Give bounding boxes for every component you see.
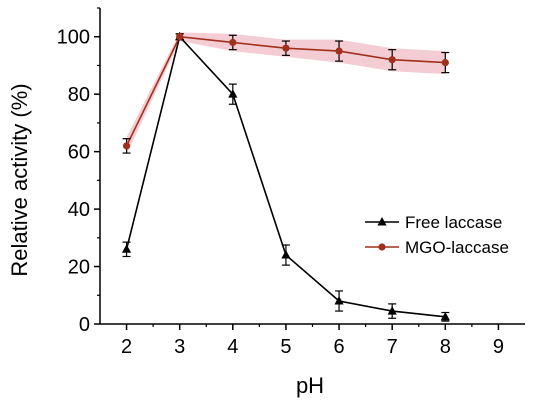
legend-item: MGO-laccase [365, 238, 509, 257]
x-axis-title: pH [296, 373, 324, 398]
y-tick-label: 60 [68, 142, 90, 164]
legend-marker [378, 243, 386, 251]
data-point [440, 311, 450, 321]
legend: Free laccase MGO-laccase [365, 213, 509, 257]
series-line [125, 35, 446, 318]
y-tick-label: 40 [68, 199, 90, 221]
y-tick-label: 0 [79, 314, 90, 336]
data-point [176, 33, 184, 41]
series-mgo-laccase [122, 33, 450, 154]
series-free-laccase [121, 31, 450, 322]
error-bands [126, 32, 446, 155]
data-point [334, 296, 344, 305]
data-point [281, 250, 291, 259]
x-tick-label: 4 [227, 336, 238, 358]
data-point [229, 38, 237, 47]
legend-item: Free laccase [365, 213, 502, 232]
data-point [441, 58, 449, 67]
legend-marker [377, 217, 387, 226]
x-ticks: 2 3 4 5 6 7 8 9 [121, 324, 504, 358]
data-point [121, 244, 132, 253]
y-axis-title: Relative activity (%) [7, 83, 32, 276]
x-tick-label: 7 [387, 336, 398, 358]
y-tick-label: 80 [68, 84, 90, 106]
x-tick-label: 6 [334, 336, 345, 358]
y-tick-label: 20 [68, 257, 90, 279]
data-point [122, 142, 131, 150]
x-tick-label: 9 [493, 336, 504, 358]
legend-label: Free laccase [405, 213, 502, 232]
x-tick-label: 3 [174, 336, 185, 358]
x-tick-label: 5 [280, 336, 291, 358]
series [121, 31, 450, 322]
data-point [282, 44, 290, 52]
y-tick-label: 100 [57, 27, 90, 49]
x-tick-label: 2 [121, 336, 132, 358]
error-band [126, 32, 446, 155]
data-point [335, 47, 343, 55]
x-tick-label: 8 [440, 336, 451, 358]
data-point [387, 306, 397, 315]
legend-label: MGO-laccase [405, 238, 509, 257]
y-ticks: 0 20 40 60 80 100 [57, 7, 100, 336]
data-point [388, 56, 396, 64]
data-point [228, 89, 238, 98]
